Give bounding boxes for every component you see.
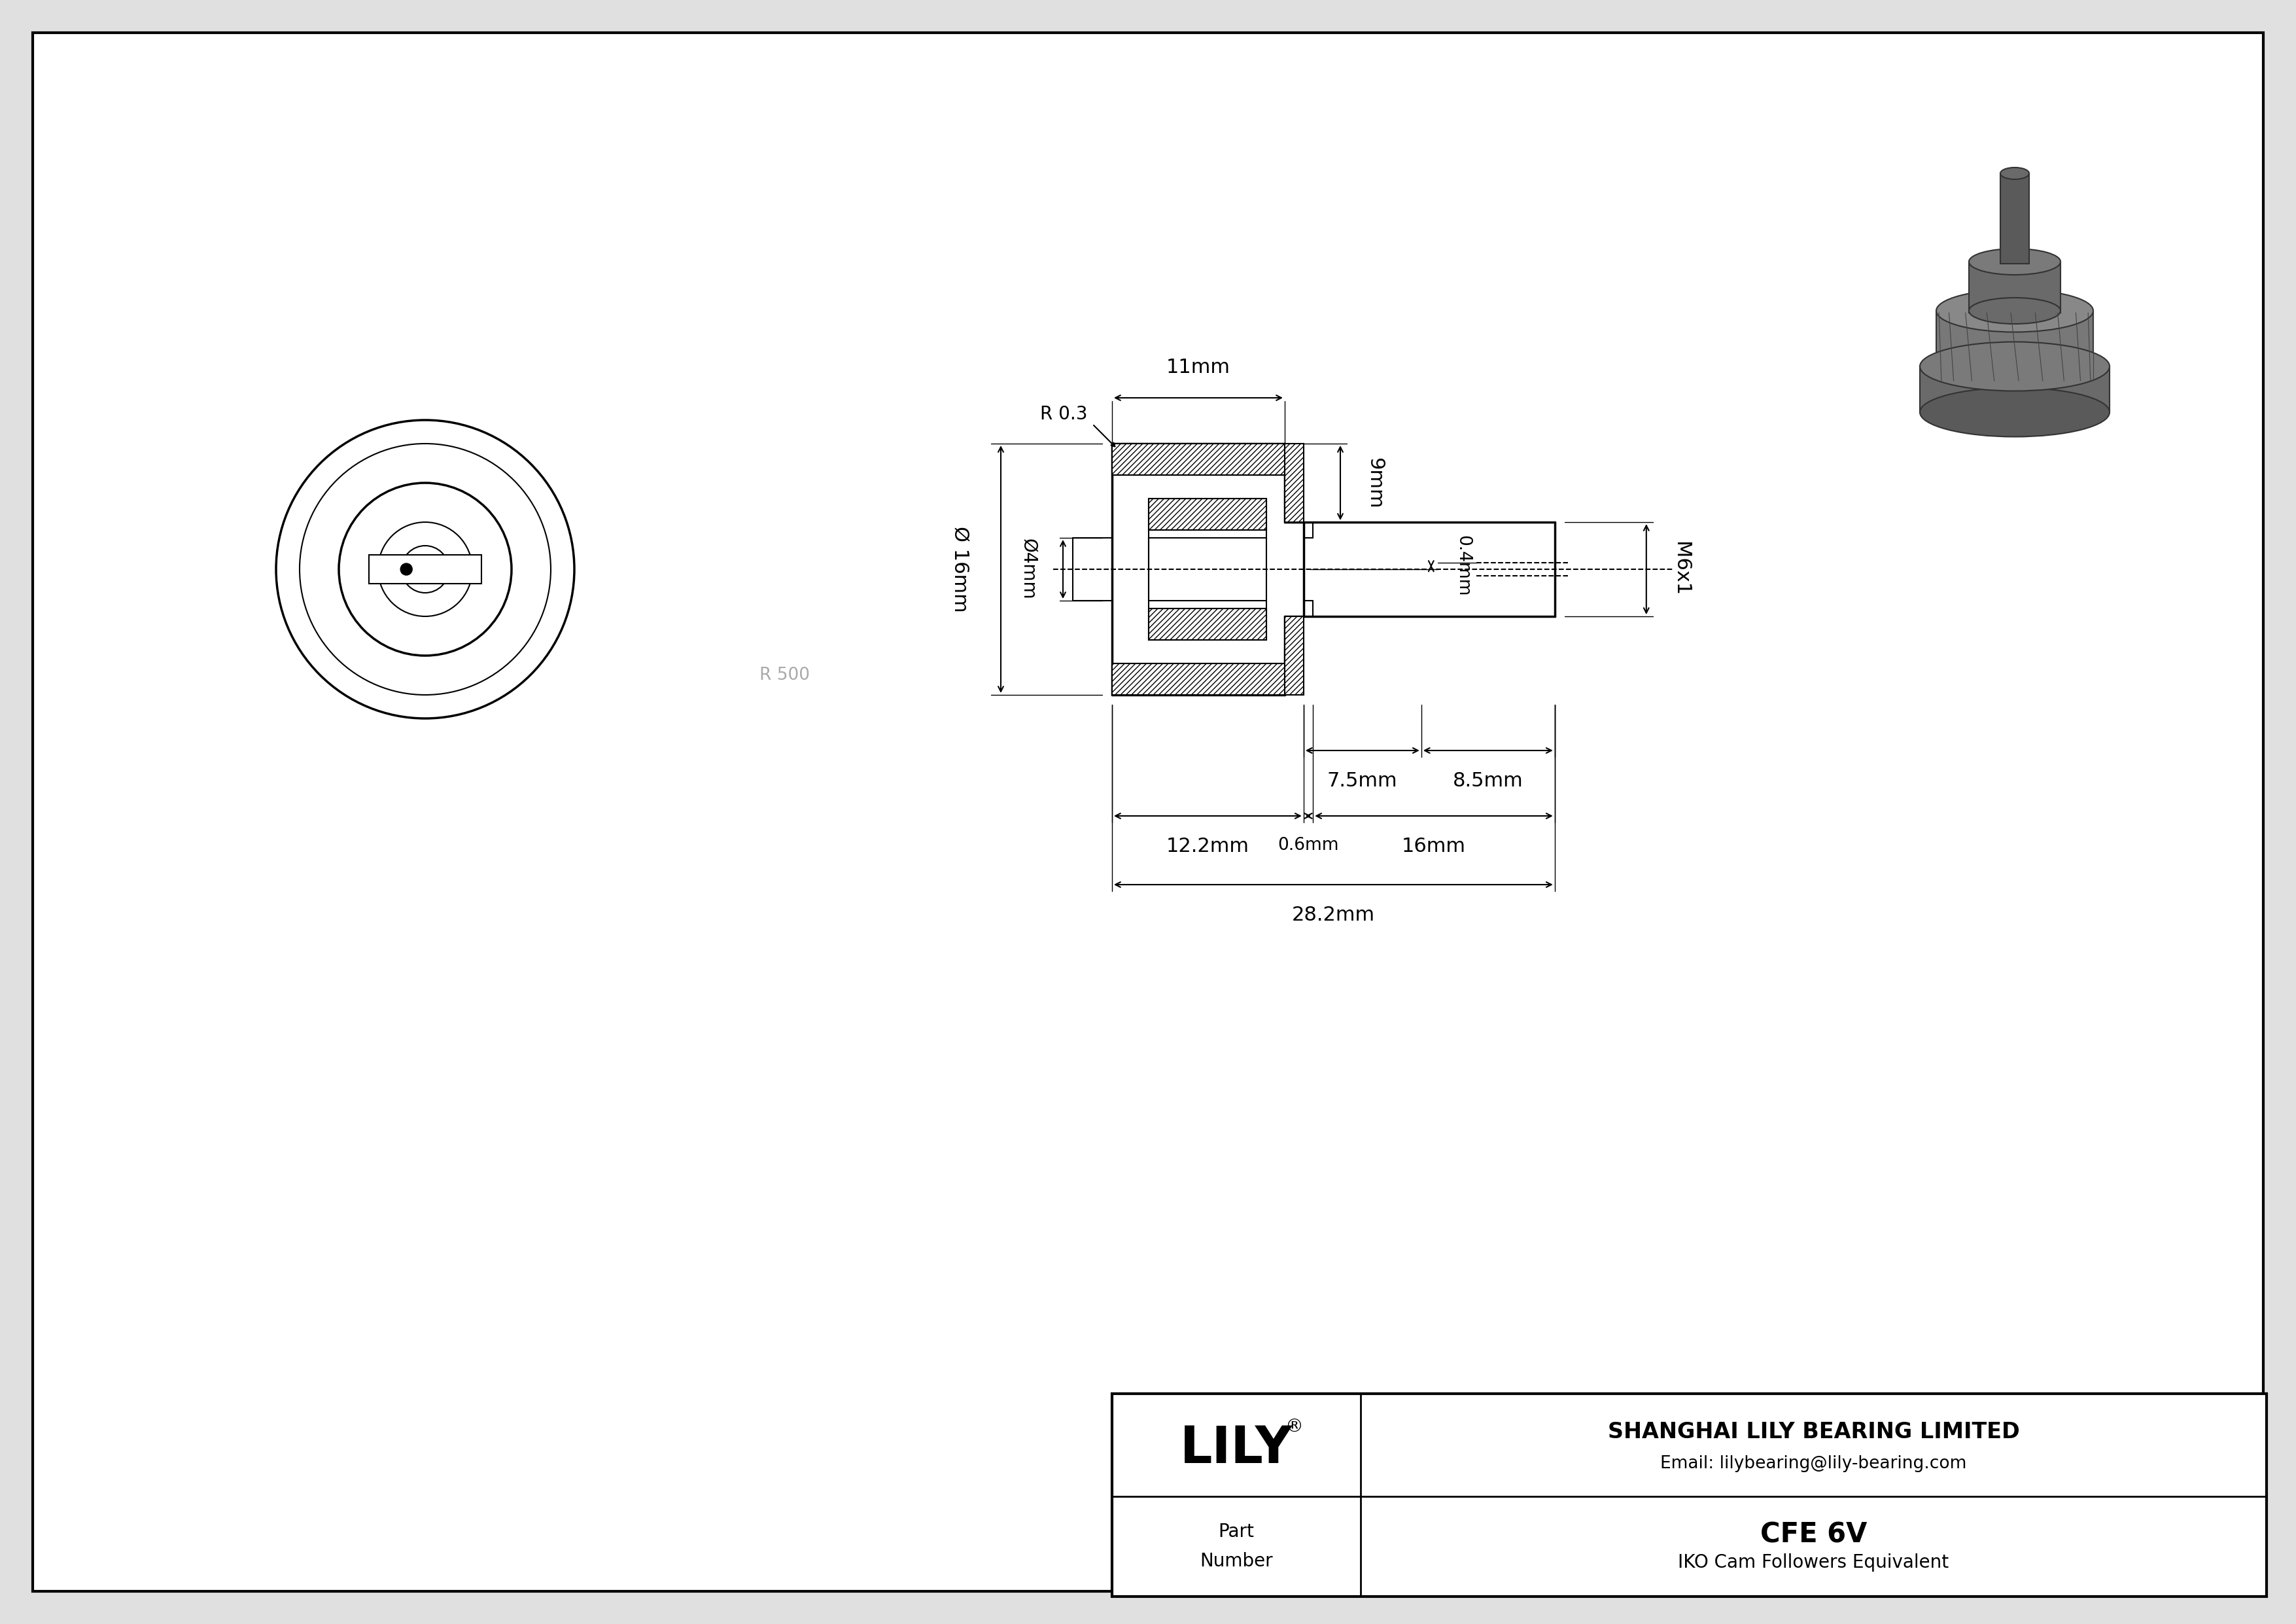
Bar	[1286, 617, 1304, 695]
Ellipse shape	[1919, 343, 2110, 391]
Text: IKO Cam Followers Equivalent: IKO Cam Followers Equivalent	[1678, 1554, 1949, 1572]
Text: Email: lilybearing@lily-bearing.com: Email: lilybearing@lily-bearing.com	[1660, 1455, 1968, 1471]
Ellipse shape	[1936, 362, 2094, 404]
Text: 0.6mm: 0.6mm	[1277, 836, 1339, 854]
Text: 12.2mm: 12.2mm	[1166, 836, 1249, 856]
Ellipse shape	[1919, 388, 2110, 437]
Text: 8.5mm: 8.5mm	[1453, 771, 1522, 791]
Bar	[1111, 1393, 2266, 1596]
Text: CFE 6V: CFE 6V	[1761, 1522, 1867, 1548]
Ellipse shape	[2000, 167, 2030, 179]
Ellipse shape	[1936, 289, 2094, 331]
Circle shape	[400, 564, 413, 575]
Text: Ø4mm: Ø4mm	[1019, 539, 1038, 599]
Text: LILY: LILY	[1180, 1424, 1293, 1473]
Text: 7.5mm: 7.5mm	[1327, 771, 1398, 791]
Bar	[1111, 664, 1286, 695]
Bar	[1936, 310, 2094, 383]
Text: M6x1: M6x1	[1671, 542, 1690, 596]
Bar	[2000, 174, 2030, 263]
Bar	[1148, 499, 1267, 529]
Ellipse shape	[1970, 248, 2060, 274]
Bar	[1286, 443, 1304, 523]
Text: ®: ®	[1286, 1418, 1304, 1436]
Text: 9mm: 9mm	[1366, 458, 1384, 508]
Bar	[1148, 609, 1267, 640]
Text: Ø 16mm: Ø 16mm	[951, 526, 969, 612]
Text: 28.2mm: 28.2mm	[1293, 906, 1375, 924]
Text: R 0.3: R 0.3	[1040, 404, 1088, 424]
Bar	[1970, 261, 2060, 313]
Bar	[370, 555, 482, 583]
Ellipse shape	[1970, 297, 2060, 323]
Text: 0.4mm: 0.4mm	[1453, 536, 1472, 596]
Text: 11mm: 11mm	[1166, 357, 1231, 377]
Text: R 500: R 500	[760, 667, 810, 684]
Bar	[1919, 367, 2110, 412]
Text: 16mm: 16mm	[1403, 836, 1465, 856]
Text: SHANGHAI LILY BEARING LIMITED: SHANGHAI LILY BEARING LIMITED	[1607, 1421, 2020, 1442]
Text: Part
Number: Part Number	[1201, 1522, 1272, 1570]
Bar	[1111, 443, 1286, 476]
